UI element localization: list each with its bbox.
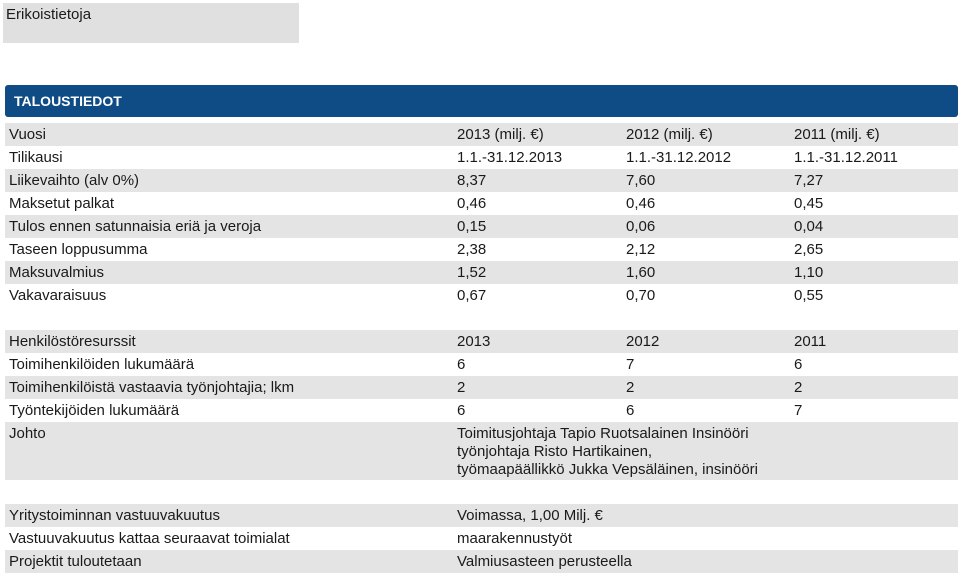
finance-value-2012: 7,60 (626, 172, 656, 189)
management-line: työnjohtaja Risto Hartikainen, (457, 443, 653, 460)
personnel-row-johto: Johto Toimitusjohtaja Tapio Ruotsalainen… (5, 422, 958, 480)
finance-value-2011: 1.1.-31.12.2011 (794, 149, 898, 166)
finance-value-2013: 0,15 (457, 218, 487, 235)
finance-value-2011: 7,27 (794, 172, 824, 189)
personnel-row-tyontekijat: Työntekijöiden lukumäärä 6 6 7 (5, 399, 958, 422)
finance-value-2011: 0,55 (794, 287, 824, 304)
finance-value-2013: 8,37 (457, 172, 487, 189)
insurance-value: Voimassa, 1,00 Milj. € (457, 507, 603, 524)
section-title: TALOUSTIEDOT (14, 93, 122, 109)
finance-value-2011: 0,45 (794, 195, 824, 212)
finance-value-2012: 0,46 (626, 195, 656, 212)
finance-row-maksuvalmius: Maksuvalmius 1,52 1,60 1,10 (5, 261, 958, 284)
personnel-label: Toimihenkilöiden lukumäärä (9, 356, 195, 373)
personnel-label: Henkilöstöresurssit (9, 333, 136, 350)
personnel-header-row: Henkilöstöresurssit 2013 2012 2011 (5, 330, 958, 353)
insurance-label: Vastuuvakuutus kattaa seuraavat toimiala… (9, 530, 290, 547)
personnel-value-2012: 7 (626, 356, 635, 373)
insurance-row-projektit: Projektit tuloutetaan Valmiusasteen peru… (5, 550, 958, 573)
finance-row-vuosi: Vuosi 2013 (milj. €) 2012 (milj. €) 2011… (5, 123, 958, 146)
insurance-value: Valmiusasteen perusteella (457, 553, 632, 570)
personnel-value-2012: 2 (626, 379, 635, 396)
finance-value-2012: 1.1.-31.12.2012 (626, 149, 732, 166)
finance-row-tilikausi: Tilikausi 1.1.-31.12.2013 1.1.-31.12.201… (5, 146, 958, 169)
management-line: Toimitusjohtaja Tapio Ruotsalainen Insin… (457, 425, 749, 442)
personnel-row-toimihenkilot: Toimihenkilöiden lukumäärä 6 7 6 (5, 353, 958, 376)
finance-value-2011: 2011 (milj. €) (794, 126, 880, 143)
management-list: Toimitusjohtaja Tapio Ruotsalainen Insin… (457, 425, 758, 479)
personnel-value-2013: 2013 (457, 333, 491, 350)
personnel-label: Työntekijöiden lukumäärä (9, 402, 180, 419)
finance-value-2013: 2013 (milj. €) (457, 126, 544, 143)
management-line: työmaapäällikkö Jukka Vepsäläinen, insin… (457, 461, 759, 478)
finance-row-palkat: Maksetut palkat 0,46 0,46 0,45 (5, 192, 958, 215)
finance-value-2013: 0,46 (457, 195, 487, 212)
personnel-row-tyonjohtajat: Toimihenkilöistä vastaavia työnjohtajia;… (5, 376, 958, 399)
finance-value-2012: 0,06 (626, 218, 656, 235)
finance-row-tase: Taseen loppusumma 2,38 2,12 2,65 (5, 238, 958, 261)
finance-row-liikevaihto: Liikevaihto (alv 0%) 8,37 7,60 7,27 (5, 169, 958, 192)
personnel-value-2011: 6 (794, 356, 803, 373)
personnel-value-2013: 2 (457, 379, 466, 396)
finance-value-2011: 1,10 (794, 264, 824, 281)
personnel-value-2013: 6 (457, 402, 466, 419)
finance-label: Maksetut palkat (9, 195, 115, 212)
insurance-row-toimialat: Vastuuvakuutus kattaa seuraavat toimiala… (5, 527, 958, 550)
finance-value-2013: 2,38 (457, 241, 487, 258)
insurance-label: Projektit tuloutetaan (9, 553, 142, 570)
finance-value-2013: 1.1.-31.12.2013 (457, 149, 563, 166)
personnel-value-2013: 6 (457, 356, 466, 373)
finance-row-tulos: Tulos ennen satunnaisia eriä ja veroja 0… (5, 215, 958, 238)
finance-value-2012: 2,12 (626, 241, 656, 258)
finance-value-2011: 0,04 (794, 218, 824, 235)
finance-label: Taseen loppusumma (9, 241, 148, 258)
finance-value-2012: 0,70 (626, 287, 656, 304)
personnel-value-2011: 7 (794, 402, 803, 419)
finance-label: Vakavaraisuus (9, 287, 107, 304)
insurance-label: Yritystoiminnan vastuuvakuutus (9, 507, 220, 524)
finance-label: Maksuvalmius (9, 264, 105, 281)
tab-erikoistietoja[interactable]: Erikoistietoja (3, 3, 299, 43)
section-header-taloustiedot: TALOUSTIEDOT (5, 85, 958, 117)
finance-row-vakavaraisuus: Vakavaraisuus 0,67 0,70 0,55 (5, 284, 958, 307)
finance-label: Tulos ennen satunnaisia eriä ja veroja (9, 218, 262, 235)
insurance-row-vastuuvakuutus: Yritystoiminnan vastuuvakuutus Voimassa,… (5, 504, 958, 527)
personnel-value-2012: 6 (626, 402, 635, 419)
finance-value-2013: 0,67 (457, 287, 487, 304)
personnel-value-2012: 2012 (626, 333, 660, 350)
finance-label: Tilikausi (9, 149, 63, 166)
finance-value-2011: 2,65 (794, 241, 824, 258)
personnel-value-2011: 2 (794, 379, 803, 396)
finance-value-2012: 1,60 (626, 264, 656, 281)
insurance-value: maarakennustyöt (457, 530, 573, 547)
finance-label: Liikevaihto (alv 0%) (9, 172, 140, 189)
finance-value-2012: 2012 (milj. €) (626, 126, 713, 143)
finance-label: Vuosi (9, 126, 46, 143)
tab-label: Erikoistietoja (6, 6, 92, 23)
finance-value-2013: 1,52 (457, 264, 487, 281)
management-label: Johto (9, 425, 46, 442)
personnel-value-2011: 2011 (794, 333, 827, 350)
personnel-label: Toimihenkilöistä vastaavia työnjohtajia;… (9, 379, 295, 396)
